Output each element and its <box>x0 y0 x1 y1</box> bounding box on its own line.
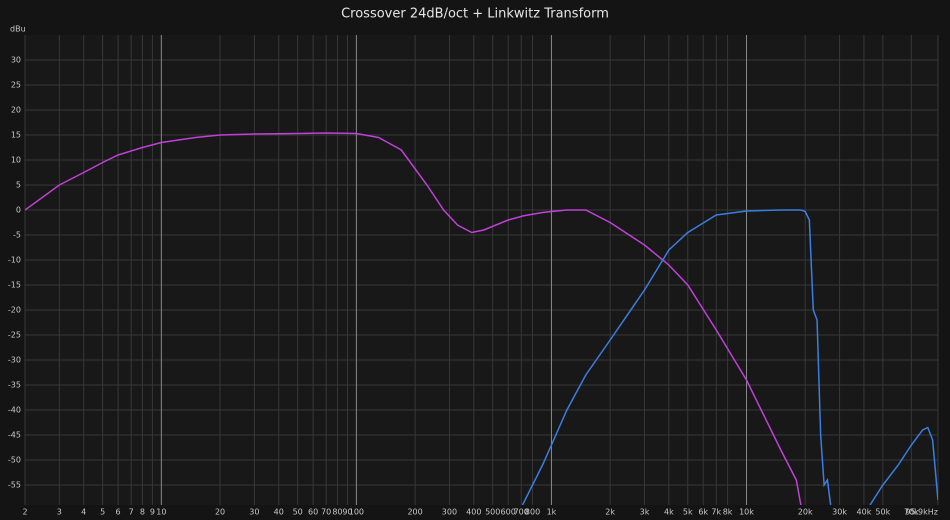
x-tick-label: 600 <box>501 508 516 517</box>
x-tick-label: 60 <box>308 508 318 517</box>
x-tick-label: 8k <box>723 508 733 517</box>
y-tick-label: 30 <box>11 56 21 65</box>
y-tick-label: -25 <box>8 331 21 340</box>
x-tick-label: 40k <box>857 508 872 517</box>
x-tick-label: 3k <box>640 508 650 517</box>
x-tick-label: 6 <box>116 508 121 517</box>
y-tick-label: -55 <box>8 481 21 490</box>
x-tick-label: 7 <box>129 508 134 517</box>
x-tick-label: 200 <box>407 508 422 517</box>
x-tick-label: 95.9kHz <box>905 508 938 517</box>
x-tick-label: 800 <box>525 508 540 517</box>
y-tick-label: -45 <box>8 431 21 440</box>
y-tick-label: -15 <box>8 281 21 290</box>
y-tick-label: -10 <box>8 256 21 265</box>
y-axis-label: dBu <box>10 25 26 34</box>
y-tick-label: -40 <box>8 406 21 415</box>
grid <box>24 35 939 505</box>
x-tick-label: 700 <box>514 508 529 517</box>
x-tick-label: 20k <box>798 508 813 517</box>
x-tick-label: 7k <box>711 508 721 517</box>
y-tick-label: 25 <box>11 81 21 90</box>
y-tick-label: 20 <box>11 106 21 115</box>
plot-area <box>25 35 938 505</box>
x-tick-label: 2 <box>22 508 27 517</box>
x-tick-label: 9 <box>150 508 155 517</box>
y-tick-label: -35 <box>8 381 21 390</box>
y-tick-label: 5 <box>16 181 21 190</box>
lines <box>25 132 938 505</box>
x-tick-label: 10k <box>739 508 754 517</box>
y-tick-label: 0 <box>16 206 21 215</box>
x-tick-label: 70k <box>904 508 919 517</box>
series-line <box>25 132 802 505</box>
x-tick-label: 5 <box>100 508 105 517</box>
x-tick-label: 500 <box>485 508 500 517</box>
y-tick-label: 10 <box>11 156 21 165</box>
series-line <box>521 209 938 505</box>
chart-title: Crossover 24dB/oct + Linkwitz Transform <box>341 7 609 22</box>
x-tick-label: 70 <box>321 508 331 517</box>
x-tick-label: 90 <box>342 508 352 517</box>
x-tick-label: 3 <box>57 508 62 517</box>
y-tick-label: -30 <box>8 356 21 365</box>
x-tick-label: 5k <box>683 508 693 517</box>
x-tick-label: 6k <box>698 508 708 517</box>
x-tick-label: 50 <box>293 508 303 517</box>
x-tick-label: 2k <box>605 508 615 517</box>
x-tick-label: 1k <box>547 508 557 517</box>
x-tick-label: 4k <box>664 508 674 517</box>
x-tick-label: 300 <box>442 508 457 517</box>
x-tick-label: 400 <box>466 508 481 517</box>
x-tick-label: 30k <box>832 508 847 517</box>
y-tick-label: 15 <box>11 131 21 140</box>
y-tick-label: -5 <box>13 231 21 240</box>
x-tick-label: 80 <box>332 508 342 517</box>
y-tick-label: -20 <box>8 306 21 315</box>
x-tick-label: 4 <box>81 508 86 517</box>
x-tick-label: 40 <box>274 508 284 517</box>
x-tick-label: 50k <box>875 508 890 517</box>
x-tick-label: 20 <box>215 508 225 517</box>
y-tick-label: -50 <box>8 456 21 465</box>
x-tick-label: 8 <box>140 508 145 517</box>
x-tick-label: 10 <box>156 508 166 517</box>
x-tick-label: 100 <box>349 508 364 517</box>
x-tick-label: 30 <box>249 508 259 517</box>
